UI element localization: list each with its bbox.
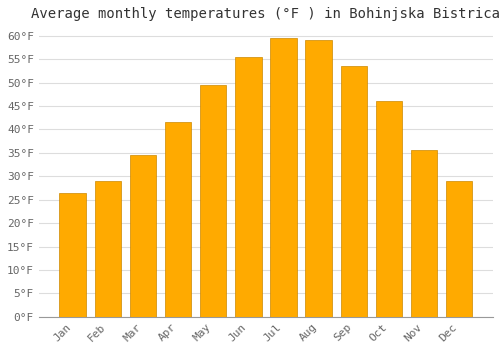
Bar (411, 150, 438, 317)
Bar (165, 122, 191, 317)
Title: Average monthly temperatures (°F ) in Bohinjska Bistrica: Average monthly temperatures (°F ) in Bo… (32, 7, 500, 21)
Bar (306, 40, 332, 317)
Bar (200, 85, 226, 317)
Bar (60, 193, 86, 317)
Bar (376, 101, 402, 317)
Bar (270, 38, 296, 317)
Bar (340, 66, 367, 317)
Bar (94, 181, 121, 317)
Bar (130, 155, 156, 317)
Bar (446, 181, 472, 317)
Bar (235, 57, 262, 317)
